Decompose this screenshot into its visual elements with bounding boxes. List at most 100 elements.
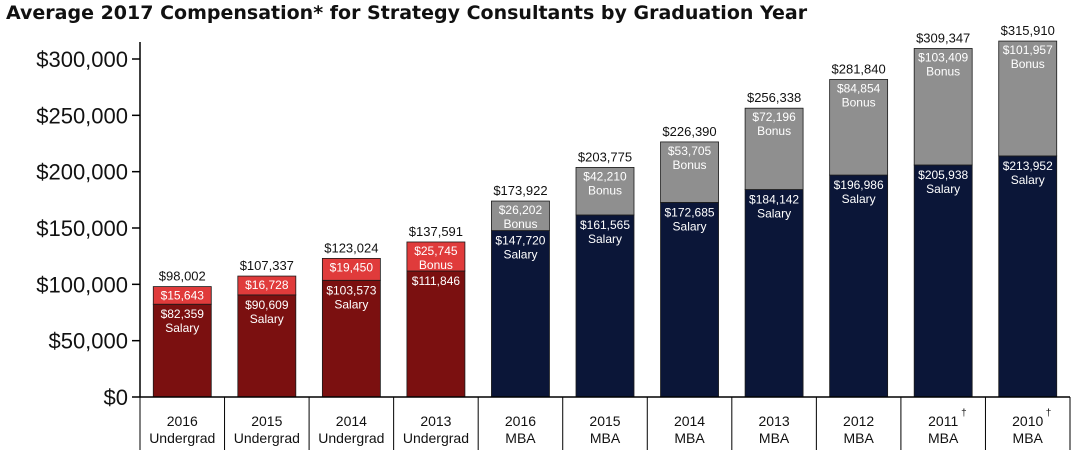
category-dagger: †	[1046, 408, 1052, 419]
category-year-label: 2016	[505, 413, 536, 429]
salary-text-label: Salary	[926, 182, 960, 196]
bonus-bar	[237, 275, 297, 296]
bonus-bar	[575, 167, 635, 216]
bonus-value-label: $15,643	[161, 289, 205, 303]
category-year-label: 2013	[420, 413, 451, 429]
total-label: $203,775	[578, 149, 632, 164]
y-tick-label: $300,000	[36, 47, 128, 72]
y-tick-label: $0	[104, 385, 128, 410]
bonus-bar	[913, 48, 973, 166]
category-type-label: MBA	[759, 430, 790, 446]
salary-value-label: $111,846	[412, 274, 461, 288]
bonus-text-label: Bonus	[503, 217, 537, 231]
bonus-bar	[321, 257, 381, 281]
salary-bar	[913, 164, 973, 398]
category-type-label: MBA	[674, 430, 705, 446]
bonus-value-label: $16,728	[245, 278, 289, 292]
chart-title: Average 2017 Compensation* for Strategy …	[6, 2, 808, 24]
bonus-bar	[152, 286, 212, 305]
category-year-label: 2014	[336, 413, 367, 429]
total-label: $107,337	[240, 258, 294, 273]
bonus-text-label: Bonus	[673, 158, 707, 172]
salary-bar	[237, 294, 297, 398]
category-type-label: MBA	[928, 430, 959, 446]
category-type-label: MBA	[843, 430, 874, 446]
salary-text-label: Salary	[334, 297, 368, 311]
category-year-label: 2016	[167, 413, 198, 429]
bonus-text-label: Bonus	[842, 95, 876, 109]
y-axis-ticks: $0 $50,000 $100,000 $150,000 $200,000 $250,00…	[36, 47, 140, 410]
y-tick-label: $250,000	[36, 103, 128, 128]
salary-bar	[998, 155, 1058, 398]
salary-value-label: $213,952	[1003, 159, 1053, 173]
bonus-value-label: $42,210	[583, 169, 627, 183]
category-type-label: MBA	[1013, 430, 1044, 446]
salary-bar	[491, 230, 550, 398]
salary-bar	[744, 189, 804, 398]
bonus-bar	[491, 200, 550, 231]
category-type-label: MBA	[505, 430, 536, 446]
salary-bar	[829, 174, 889, 398]
total-label: $137,591	[409, 224, 463, 239]
bonus-value-label: $25,745	[414, 244, 458, 258]
salary-text-label: Salary	[588, 232, 622, 246]
y-tick-label: $100,000	[36, 272, 128, 297]
salary-text-label: Salary	[757, 207, 791, 221]
total-label: $98,002	[159, 269, 206, 284]
category-year-label: 2011	[928, 413, 958, 429]
salary-text-label: Salary	[165, 321, 199, 335]
category-type-label: Undergrad	[318, 430, 384, 446]
total-label: $309,347	[916, 30, 970, 45]
salary-value-label: $147,720	[495, 234, 545, 248]
y-tick-label: $200,000	[36, 160, 128, 185]
bonus-value-label: $53,705	[668, 144, 712, 158]
salary-text-label: Salary	[673, 219, 707, 233]
category-year-label: 2010	[1012, 413, 1043, 429]
total-label: $315,910	[1001, 23, 1055, 38]
category-dagger: †	[961, 408, 967, 419]
salary-value-label: $172,685	[665, 205, 715, 219]
y-tick-label: $50,000	[48, 329, 128, 354]
total-label: $281,840	[832, 61, 886, 76]
salary-value-label: $205,938	[918, 168, 968, 182]
bonus-bar	[998, 40, 1058, 157]
bonus-text-label: Bonus	[926, 64, 960, 78]
salary-value-label: $82,359	[161, 307, 205, 321]
bonus-text-label: Bonus	[1011, 57, 1045, 71]
bonus-text-label: Bonus	[588, 183, 622, 197]
bonus-value-label: $72,196	[752, 110, 796, 124]
category-year-label: 2015	[251, 413, 282, 429]
category-type-label: Undergrad	[403, 430, 469, 446]
salary-value-label: $161,565	[580, 218, 630, 232]
salary-value-label: $196,986	[834, 178, 884, 192]
bonus-bar	[406, 241, 466, 272]
salary-text-label: Salary	[1011, 173, 1045, 187]
bar-labels: $98,002$15,643$82,359Salary$107,337$16,7…	[159, 23, 1055, 335]
category-type-label: MBA	[590, 430, 621, 446]
total-label: $123,024	[324, 240, 378, 255]
salary-bar	[660, 202, 719, 398]
salary-text-label: Salary	[842, 192, 876, 206]
category-year-label: 2013	[759, 413, 790, 429]
axes	[139, 42, 1071, 450]
bonus-text-label: Bonus	[419, 258, 453, 272]
salary-value-label: $103,573	[326, 283, 376, 297]
salary-bar	[575, 214, 635, 398]
total-label: $226,390	[662, 124, 716, 139]
category-year-label: 2015	[589, 413, 620, 429]
bars	[152, 40, 1058, 398]
salary-text-label: Salary	[250, 312, 284, 326]
bonus-value-label: $103,409	[918, 50, 968, 64]
total-label: $256,338	[747, 90, 801, 105]
total-label: $173,922	[493, 183, 547, 198]
bonus-value-label: $84,854	[837, 81, 881, 95]
bonus-bar	[660, 141, 719, 203]
bonus-value-label: $19,450	[330, 260, 374, 274]
y-tick-label: $150,000	[36, 216, 128, 241]
category-type-label: Undergrad	[149, 430, 215, 446]
salary-value-label: $184,142	[749, 193, 799, 207]
bonus-value-label: $26,202	[499, 203, 543, 217]
bonus-bar	[744, 107, 804, 190]
bonus-bar	[829, 79, 889, 176]
